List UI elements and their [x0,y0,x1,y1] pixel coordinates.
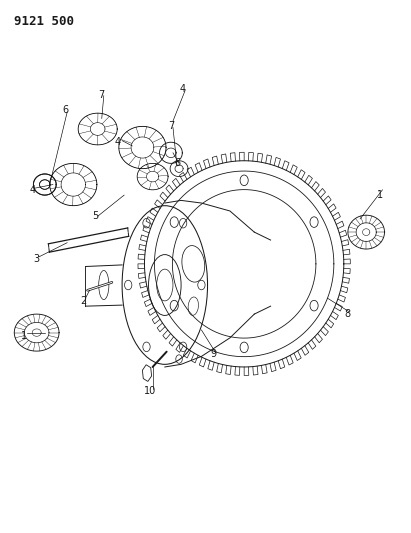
Text: 10: 10 [144,386,157,396]
Text: 4: 4 [30,185,36,195]
Text: 9121 500: 9121 500 [14,15,74,28]
Text: 1: 1 [377,190,383,200]
Text: 5: 5 [92,211,99,221]
Text: 4: 4 [180,84,186,94]
Text: 6: 6 [62,106,68,116]
Text: 3: 3 [34,254,40,263]
Text: 7: 7 [99,90,105,100]
Text: 4: 4 [115,137,121,147]
Text: 6: 6 [174,158,180,168]
Text: 7: 7 [168,122,174,131]
Text: 8: 8 [345,309,351,319]
Text: 2: 2 [80,296,87,306]
Text: 9: 9 [210,349,217,359]
Text: 1: 1 [21,332,28,341]
